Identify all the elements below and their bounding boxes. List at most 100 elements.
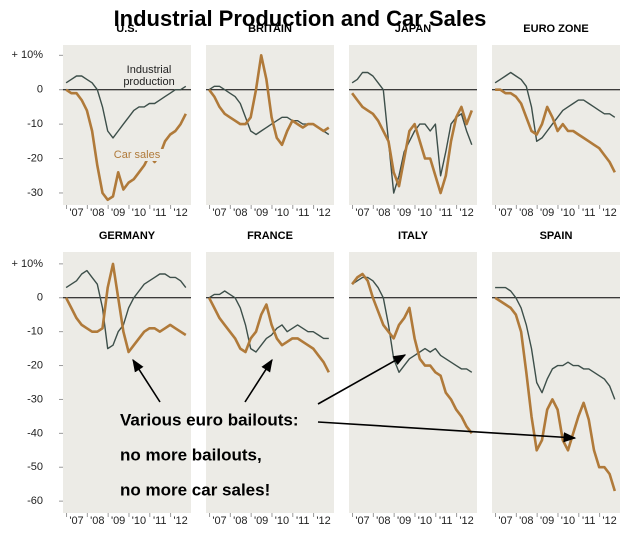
x-tick-label: '09 [540, 207, 554, 219]
x-tick-label: '08 [376, 207, 390, 219]
plot-area [349, 252, 477, 513]
x-tick-label: '12 [173, 515, 187, 527]
x-tick-label: '11 [582, 515, 596, 527]
x-tick-label: '12 [602, 515, 616, 527]
y-tick-label: 0 [37, 84, 43, 96]
series-line [495, 88, 616, 173]
x-tick-label: '08 [519, 515, 533, 527]
arrow [317, 354, 407, 405]
x-tick-label: '12 [316, 207, 330, 219]
series-line [207, 297, 330, 373]
x-tick-label: '10 [132, 515, 146, 527]
series-line [494, 296, 617, 492]
series-label: Industrial production [119, 64, 179, 88]
x-tick-label: '10 [418, 207, 432, 219]
x-tick-label: '10 [561, 515, 575, 527]
x-tick-label: '11 [582, 207, 596, 219]
x-tick-label: '07 [498, 207, 512, 219]
x-tick-label: '10 [418, 515, 432, 527]
x-tick-label: '07 [69, 515, 83, 527]
x-tick-label: '11 [439, 515, 453, 527]
panel-title: GERMANY [99, 230, 156, 242]
panel-title: EURO ZONE [523, 23, 588, 35]
x-tick-label: '08 [519, 207, 533, 219]
arrow [132, 358, 161, 403]
series-line [65, 75, 187, 139]
y-tick-label: + 10% [12, 258, 44, 270]
series-line [208, 290, 329, 353]
panel-title: U.S. [116, 23, 137, 35]
x-tick-label: '11 [439, 207, 453, 219]
x-tick-label: '11 [153, 515, 167, 527]
x-tick-label: '07 [498, 515, 512, 527]
x-tick-label: '12 [602, 207, 616, 219]
x-tick-label: '10 [275, 515, 289, 527]
series-line [208, 54, 330, 147]
annotation: no more bailouts, [120, 445, 262, 464]
y-tick-label: + 10% [12, 49, 44, 61]
x-tick-label: '09 [111, 207, 125, 219]
panel-title: JAPAN [395, 23, 432, 35]
y-tick-label: -60 [27, 495, 43, 507]
y-tick-label: -10 [27, 326, 43, 338]
series-line [351, 276, 473, 373]
x-tick-label: '07 [355, 207, 369, 219]
y-tick-label: -30 [27, 187, 43, 199]
series-line [65, 88, 187, 202]
y-tick-label: -50 [27, 461, 43, 473]
annotation: no more car sales! [120, 480, 270, 499]
x-tick-label: '09 [254, 515, 268, 527]
series-line [351, 92, 474, 195]
annotation: Various euro bailouts: [120, 410, 299, 429]
arrow [244, 358, 273, 403]
chart-title: Industrial Production and Car Sales [114, 6, 487, 31]
y-tick-label: -20 [27, 359, 43, 371]
series-label: Car sales [107, 149, 167, 161]
x-tick-label: '08 [376, 515, 390, 527]
series-line [351, 71, 473, 194]
x-tick-label: '08 [233, 515, 247, 527]
x-tick-label: '11 [296, 515, 310, 527]
x-tick-label: '07 [355, 515, 369, 527]
y-tick-label: -30 [27, 393, 43, 405]
x-tick-label: '07 [212, 515, 226, 527]
x-tick-label: '08 [90, 515, 104, 527]
x-tick-label: '09 [111, 515, 125, 527]
series-line [64, 262, 187, 354]
y-tick-label: -40 [27, 427, 43, 439]
series-line [351, 272, 473, 435]
panels: U.S. + 10% 0 -10 -20 -30 '07 '08 '09 '10 '11 '12 BRI… [12, 23, 620, 527]
x-tick-label: '09 [254, 207, 268, 219]
y-tick-label: 0 [37, 292, 43, 304]
arrow [317, 421, 577, 443]
x-tick-label: '12 [459, 207, 473, 219]
x-tick-label: '12 [316, 515, 330, 527]
x-tick-label: '10 [561, 207, 575, 219]
panel-title: ITALY [398, 230, 429, 242]
series-line [495, 286, 616, 400]
arrows [132, 354, 577, 443]
y-tick-label: -20 [27, 152, 43, 164]
x-tick-label: '12 [173, 207, 187, 219]
x-tick-label: '08 [233, 207, 247, 219]
plot-area [206, 252, 334, 513]
x-tick-label: '07 [212, 207, 226, 219]
x-tick-label: '08 [90, 207, 104, 219]
series-line [65, 269, 187, 350]
x-tick-label: '11 [153, 207, 167, 219]
panel-title: FRANCE [247, 230, 293, 242]
x-tick-label: '09 [397, 207, 411, 219]
panel-title: BRITAIN [248, 23, 292, 35]
y-tick-label: -10 [27, 118, 43, 130]
x-tick-label: '12 [459, 515, 473, 527]
x-tick-label: '07 [69, 207, 83, 219]
panel-title: SPAIN [540, 230, 573, 242]
x-tick-label: '09 [397, 515, 411, 527]
x-tick-label: '09 [540, 515, 554, 527]
x-tick-label: '10 [275, 207, 289, 219]
x-tick-label: '10 [132, 207, 146, 219]
plot-area [63, 252, 191, 513]
x-tick-label: '11 [296, 207, 310, 219]
